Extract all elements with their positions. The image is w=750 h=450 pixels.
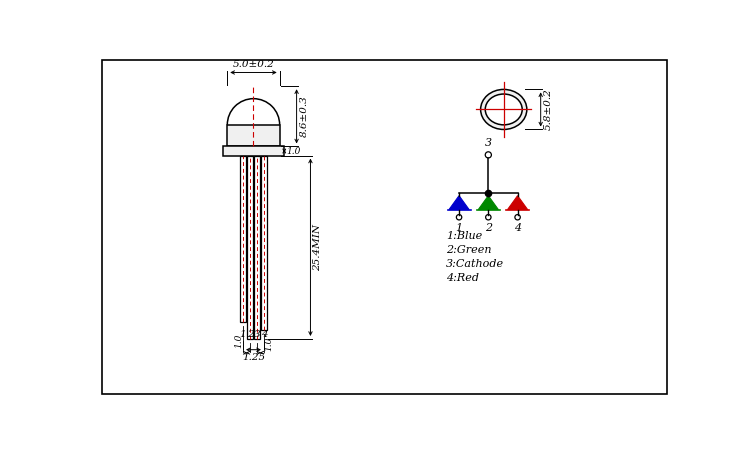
- Text: 1.25: 1.25: [242, 353, 265, 362]
- Polygon shape: [449, 196, 469, 210]
- Text: 1:Blue: 1:Blue: [446, 231, 482, 241]
- Text: 1.0: 1.0: [264, 337, 273, 351]
- Circle shape: [485, 152, 491, 158]
- Text: 1.0: 1.0: [286, 147, 301, 156]
- Bar: [261, 156, 266, 330]
- Text: 3: 3: [254, 330, 260, 339]
- Text: 5.0±0.2: 5.0±0.2: [232, 60, 274, 69]
- Bar: [241, 156, 246, 322]
- Text: 5.8±0.2: 5.8±0.2: [544, 89, 553, 130]
- Text: 2: 2: [247, 330, 254, 339]
- Text: 1: 1: [240, 330, 247, 339]
- Bar: [248, 156, 253, 339]
- Circle shape: [486, 215, 491, 220]
- Polygon shape: [508, 196, 527, 210]
- Text: 1: 1: [455, 223, 463, 233]
- Text: 2:Green: 2:Green: [446, 245, 491, 255]
- Text: 2: 2: [484, 223, 492, 233]
- Circle shape: [515, 215, 520, 220]
- Text: 4: 4: [260, 330, 267, 339]
- Bar: [254, 156, 260, 339]
- Ellipse shape: [481, 90, 526, 130]
- Bar: [224, 146, 284, 156]
- Text: 25.4MIN: 25.4MIN: [314, 224, 322, 271]
- Text: 4:Red: 4:Red: [446, 273, 479, 283]
- Text: 3:Cathode: 3:Cathode: [446, 259, 504, 269]
- Ellipse shape: [485, 94, 522, 125]
- Text: 4: 4: [514, 223, 521, 233]
- Polygon shape: [478, 196, 498, 210]
- Bar: [227, 125, 280, 146]
- Text: 3: 3: [484, 138, 492, 148]
- Circle shape: [456, 215, 462, 220]
- Text: 8.6±0.3: 8.6±0.3: [300, 95, 309, 137]
- Text: 1.0: 1.0: [234, 333, 243, 348]
